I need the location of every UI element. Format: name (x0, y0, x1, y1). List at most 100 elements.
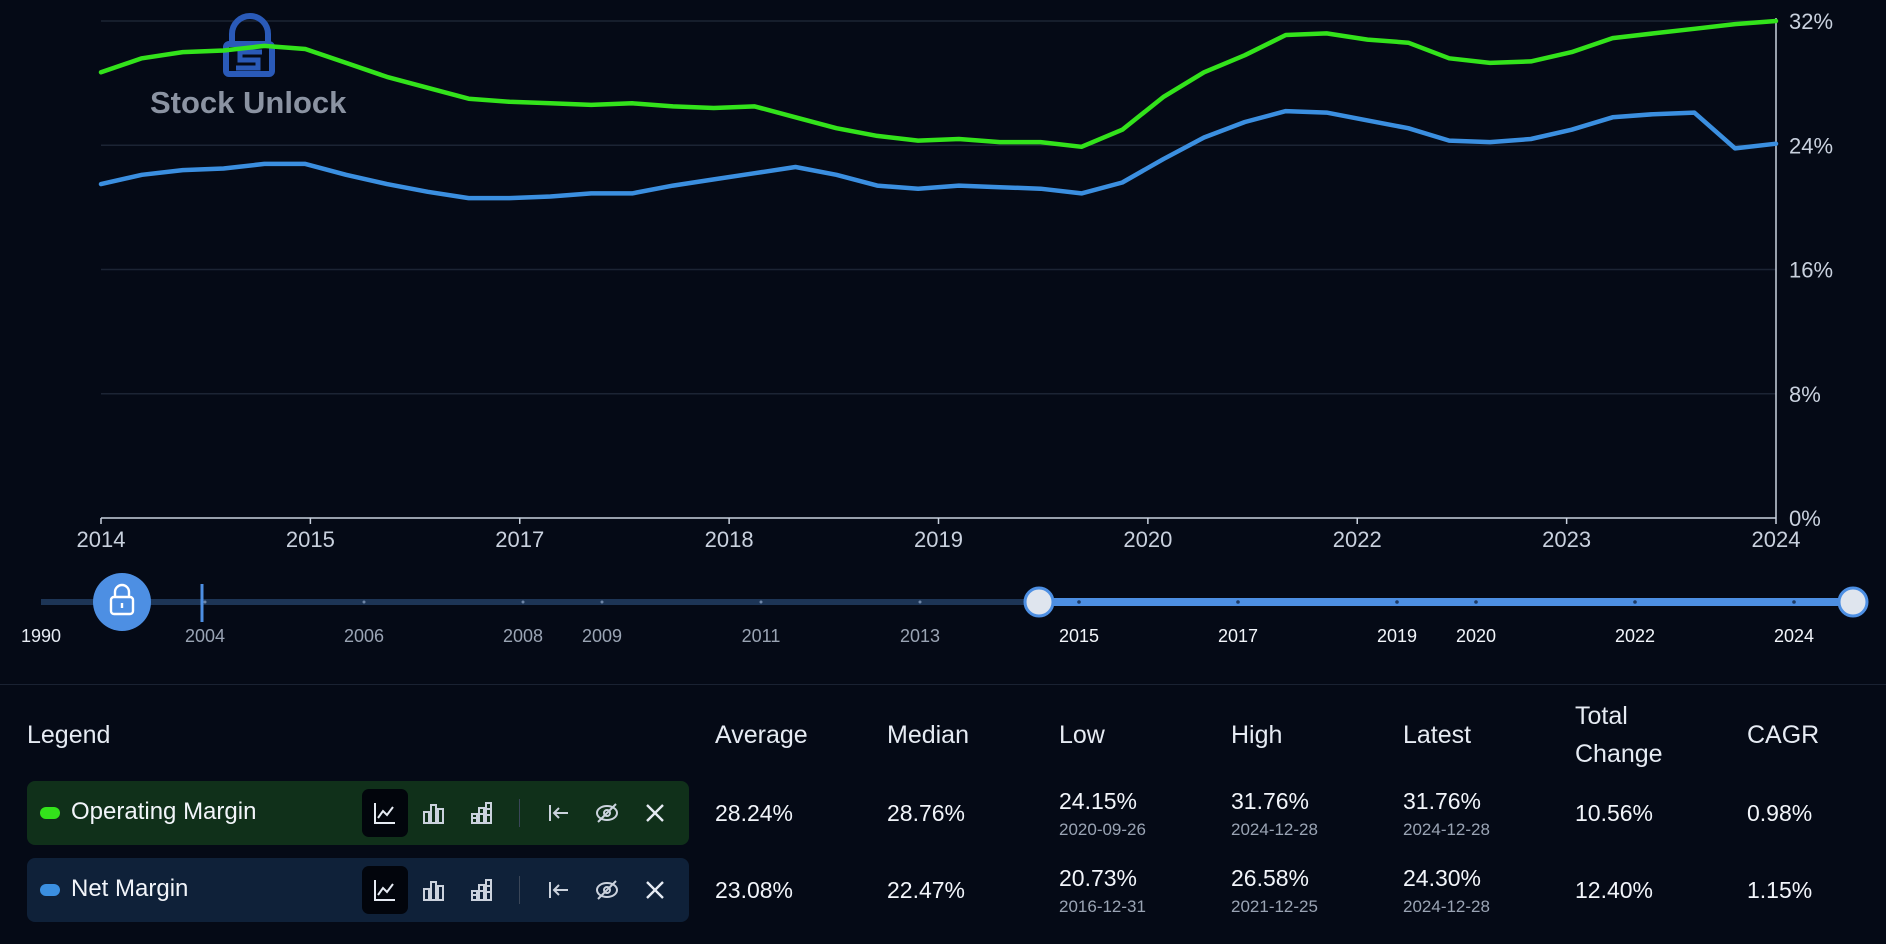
x-tick-label: 2018 (705, 527, 754, 552)
low-value: 24.15% (1059, 788, 1138, 814)
stacked-bar-icon[interactable] (458, 866, 504, 914)
hide-icon[interactable] (584, 866, 630, 914)
legend-row-net-margin[interactable]: Net Margin (27, 858, 689, 922)
x-tick-label: 2023 (1542, 527, 1591, 552)
y-tick-label: 24% (1789, 133, 1833, 158)
y-tick-label: 16% (1789, 258, 1833, 283)
slider-year-label: 2009 (582, 626, 622, 646)
cagr-value: 1.15% (1747, 877, 1813, 903)
slider-handle-end[interactable] (1837, 586, 1869, 618)
operating-margin-line (98, 18, 1779, 150)
total-change-header-line2: Change (1575, 740, 1663, 768)
y-tick-label: 8% (1789, 382, 1821, 407)
close-icon[interactable] (632, 866, 678, 914)
lock-icon (113, 583, 131, 598)
align-left-icon[interactable] (536, 866, 582, 914)
slider-tick (918, 600, 922, 604)
divider (0, 684, 1886, 685)
chart: Stock Unlock 32% 24% 16% 8% 0% 2014 2015 2017 20… (21, 9, 1869, 646)
legend-header: Legend (27, 721, 111, 749)
slider-year-label: 2006 (344, 626, 384, 646)
slider-tick (203, 600, 207, 604)
latest-value: 24.30% (1403, 865, 1482, 891)
align-left-icon[interactable] (536, 789, 582, 837)
net-margin-line (98, 108, 1779, 201)
low-header: Low (1059, 721, 1105, 749)
median-value: 28.76% (887, 800, 966, 826)
axes: 32% 24% 16% 8% 0% 2014 2015 2017 2018 2019 2020 202… (77, 9, 1834, 552)
slider-tick (1474, 600, 1478, 604)
high-value: 26.58% (1231, 865, 1310, 891)
x-tick-label: 2020 (1123, 527, 1172, 552)
high-date: 2024-12-28 (1231, 820, 1318, 839)
total-change-value: 10.56% (1575, 800, 1654, 826)
watermark-logo: Stock Unlock (150, 13, 347, 120)
slider-tick (1077, 600, 1081, 604)
latest-date: 2024-12-28 (1403, 820, 1490, 839)
slider-year-label: 2017 (1218, 626, 1258, 646)
operating-margin-swatch (40, 807, 60, 819)
slider-year-label: 2011 (742, 626, 781, 646)
lock-icon-body (109, 595, 135, 616)
x-tick-label: 2024 (1752, 527, 1801, 552)
legend-row-operating-margin[interactable]: Operating Margin (27, 781, 689, 845)
grid-lines (101, 20, 1776, 395)
series-name: Operating Margin (71, 798, 257, 825)
lock-button[interactable] (93, 573, 151, 631)
watermark-text: Stock Unlock (150, 85, 347, 120)
slider-year-label: 2024 (1774, 626, 1814, 646)
slider-handle-start[interactable] (1023, 586, 1055, 618)
line-chart-icon[interactable] (362, 789, 408, 837)
slider-tick (521, 600, 525, 604)
slider-tick (1633, 600, 1637, 604)
x-tick-label: 2019 (914, 527, 963, 552)
cagr-header: CAGR (1747, 721, 1820, 749)
slider-tick (600, 600, 604, 604)
hide-icon[interactable] (584, 789, 630, 837)
slider-tick (1792, 600, 1796, 604)
stacked-bar-icon[interactable] (458, 789, 504, 837)
slider-tick (759, 600, 763, 604)
stats-panel: Legend Average Median Low High Latest To… (0, 700, 1886, 944)
low-date: 2020-09-26 (1059, 820, 1146, 839)
x-tick-label: 2014 (77, 527, 126, 552)
slider-year-label: 2020 (1456, 626, 1496, 646)
close-icon[interactable] (632, 789, 678, 837)
toolbar-separator (519, 876, 520, 904)
x-tick-label: 2022 (1333, 527, 1382, 552)
slider-tick (362, 600, 366, 604)
average-header: Average (715, 721, 808, 749)
line-chart-icon[interactable] (362, 866, 408, 914)
toolbar-separator (519, 799, 520, 827)
slider-year-label: 2013 (900, 626, 940, 646)
latest-value: 31.76% (1403, 788, 1482, 814)
slider-year-label: 2004 (185, 626, 225, 646)
y-tick-label: 32% (1789, 9, 1833, 34)
latest-date: 2024-12-28 (1403, 897, 1490, 916)
high-date: 2021-12-25 (1231, 897, 1318, 916)
total-change-value: 12.40% (1575, 877, 1654, 903)
high-value: 31.76% (1231, 788, 1310, 814)
slider-year-label: 2008 (503, 626, 543, 646)
slider-year-label: 2015 (1059, 626, 1099, 646)
latest-header: Latest (1403, 721, 1472, 749)
low-value: 20.73% (1059, 865, 1138, 891)
series-lines (98, 18, 1779, 201)
median-header: Median (887, 721, 969, 749)
slider-tick (1236, 600, 1240, 604)
slider-tick (1395, 600, 1399, 604)
low-date: 2016-12-31 (1059, 897, 1146, 916)
average-value: 28.24% (715, 800, 794, 826)
y-tick-label: 0% (1789, 506, 1821, 531)
average-value: 23.08% (715, 877, 794, 903)
cagr-value: 0.98% (1747, 800, 1813, 826)
bar-chart-icon[interactable] (410, 789, 456, 837)
series-name: Net Margin (71, 875, 189, 902)
net-margin-swatch (40, 884, 60, 896)
x-tick-label: 2017 (495, 527, 544, 552)
slider-year-label: 1990 (21, 626, 61, 646)
range-slider[interactable]: 1990 2004 2006 2008 2009 2011 2013 2015 2017 2019… (21, 573, 1869, 646)
high-header: High (1231, 721, 1283, 749)
slider-year-label: 2019 (1377, 626, 1417, 646)
bar-chart-icon[interactable] (410, 866, 456, 914)
